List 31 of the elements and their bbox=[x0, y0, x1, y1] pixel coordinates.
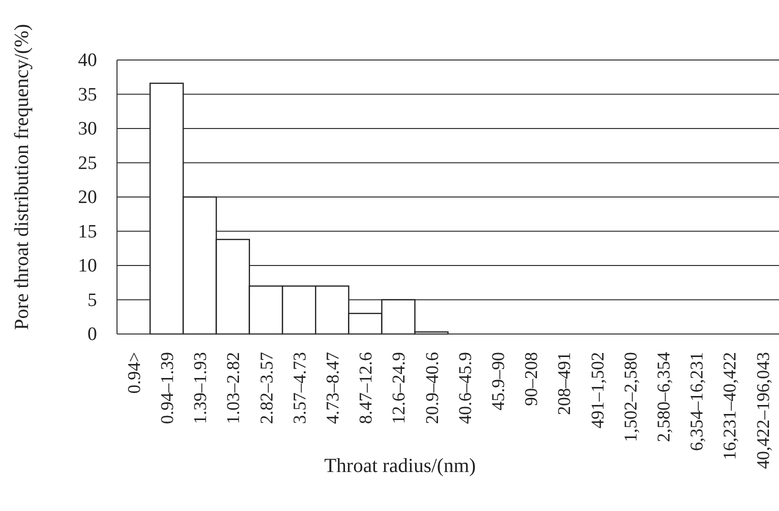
x-tick-label: 20.9–40.6 bbox=[422, 352, 442, 424]
y-axis-title: Pore throat distribution frequency/(%) bbox=[11, 24, 33, 330]
x-tick-label: 1,502–2,580 bbox=[620, 352, 640, 442]
y-tick-label: 40 bbox=[78, 50, 97, 72]
x-tick-label: 208–491 bbox=[554, 352, 574, 415]
y-tick-label: 35 bbox=[78, 84, 97, 106]
x-tick-label: 0.94> bbox=[124, 352, 144, 394]
y-tick-label: 20 bbox=[78, 187, 97, 208]
x-tick-label: 491–1,502 bbox=[587, 352, 608, 428]
x-tick-label: 16,231–40,422 bbox=[720, 352, 740, 460]
y-tick-label: 5 bbox=[88, 290, 97, 311]
y-tick-label: 30 bbox=[78, 118, 97, 140]
x-tick-label: 4.73–8.47 bbox=[322, 352, 342, 424]
x-tick-label: 1.39–1.93 bbox=[190, 352, 210, 424]
x-axis-title: Throat radius/(nm) bbox=[324, 455, 476, 477]
y-tick-label: 0 bbox=[88, 324, 97, 346]
x-tick-label: 2.82–3.57 bbox=[256, 352, 276, 424]
y-tick-label: 25 bbox=[78, 152, 97, 174]
x-tick-label: 90–208 bbox=[521, 352, 542, 406]
x-tick-label: 40,422–196,043 bbox=[752, 352, 773, 469]
x-tick-label: 3.57–4.73 bbox=[289, 352, 310, 424]
x-tick-label: 8.47–12.6 bbox=[356, 352, 376, 424]
y-tick-label: 10 bbox=[78, 256, 97, 277]
x-tick-label: 12.6–24.9 bbox=[388, 352, 409, 424]
x-tick-label: 2,580–6,354 bbox=[653, 352, 674, 442]
x-tick-label: 0.94–1.39 bbox=[156, 352, 177, 424]
x-tick-label: 45.9–90 bbox=[488, 352, 508, 410]
x-tick-label: 6,354–16,231 bbox=[686, 352, 707, 451]
y-tick-label: 15 bbox=[78, 221, 97, 242]
x-tick-label: 1.03–2.82 bbox=[223, 352, 244, 424]
x-tick-label: 40.6–45.9 bbox=[454, 352, 475, 424]
